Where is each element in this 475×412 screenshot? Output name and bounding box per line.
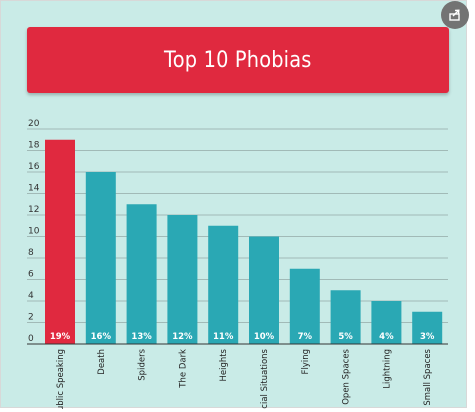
data-label: 16% [91, 332, 112, 342]
title-banner: Top 10 Phobias [27, 27, 449, 93]
data-label: 10% [254, 332, 275, 342]
y-tick-label: 6 [28, 270, 34, 280]
y-tick-label: 18 [28, 141, 40, 151]
bar [208, 225, 239, 344]
y-tick-label: 2 [28, 313, 34, 323]
y-tick-label: 8 [28, 248, 34, 258]
data-label: 13% [131, 332, 152, 342]
bar [167, 215, 198, 344]
bar [249, 236, 279, 344]
data-label: 11% [213, 332, 234, 342]
category-label: Death [97, 349, 107, 375]
share-button[interactable] [441, 1, 469, 29]
y-tick-label: 0 [28, 334, 34, 344]
bar [371, 301, 402, 344]
bar [45, 139, 75, 344]
y-tick-label: 14 [28, 184, 40, 194]
category-label: Small Spaces [423, 348, 433, 405]
bar [289, 268, 320, 344]
category-label: The Dark [178, 349, 188, 389]
share-icon [449, 9, 460, 21]
y-tick-label: 20 [28, 119, 40, 129]
data-label: 12% [172, 332, 193, 342]
bar [126, 204, 157, 344]
category-label: Open Spaces [342, 348, 352, 404]
y-tick-label: 12 [28, 205, 39, 215]
data-label: 19% [50, 332, 71, 342]
category-label: Flying [301, 349, 311, 374]
data-label: 3% [420, 332, 435, 342]
bar-chart: 0 2 4 6 8 10 12 14 16 18 20 19% Public Speaking 16% De… [27, 119, 448, 409]
chart-panel: Top 10 Phobias 0 2 4 6 8 10 12 14 16 18 20 19% Publi… [0, 0, 467, 409]
category-label: Heights [219, 348, 229, 381]
data-label: 4% [379, 332, 394, 342]
data-label: 7% [298, 332, 313, 342]
y-tick-label: 16 [28, 162, 40, 172]
bar [85, 172, 116, 344]
chart-title: Top 10 Phobias [164, 47, 312, 73]
data-label: 5% [338, 332, 353, 342]
y-tick-label: 10 [28, 227, 40, 237]
category-label: Social Situations [260, 348, 270, 409]
category-label: Lightning [382, 349, 392, 389]
y-tick-label: 4 [28, 291, 34, 301]
category-label: Spiders [138, 348, 148, 380]
bar [330, 290, 361, 344]
bar [412, 311, 443, 344]
category-label: Public Speaking [56, 349, 66, 409]
